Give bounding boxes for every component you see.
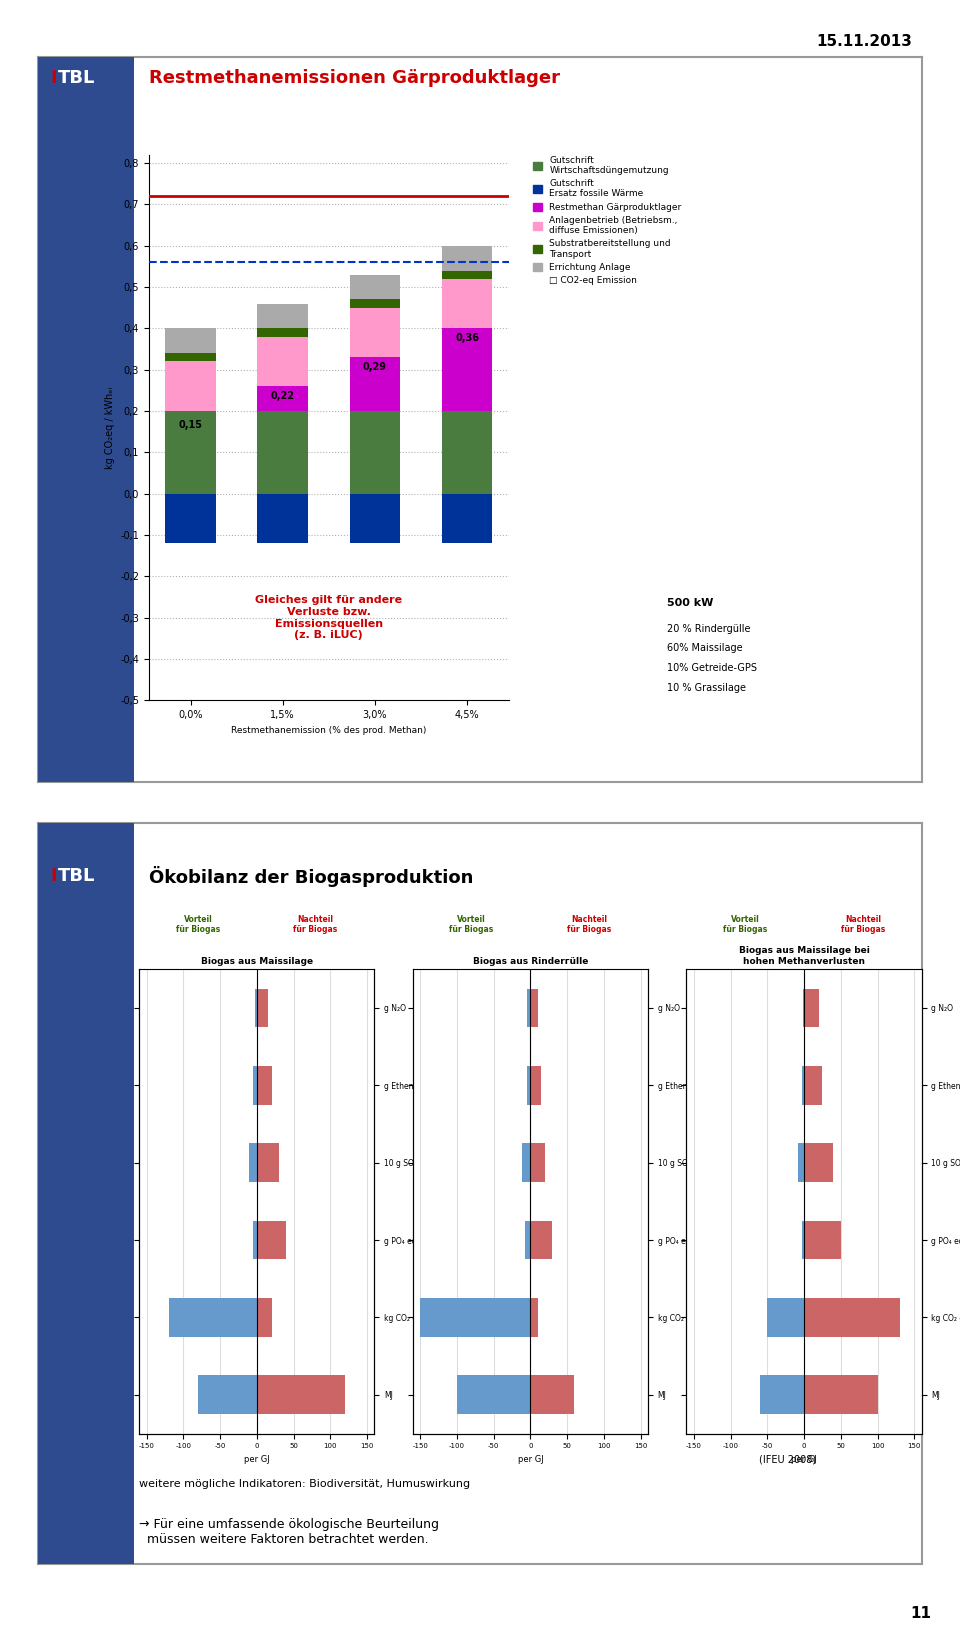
Text: → Für eine umfassende ökologische Beurteilung
  müssen weitere Faktoren betracht: → Für eine umfassende ökologische Beurte… — [139, 1518, 439, 1546]
Bar — [254, 989, 257, 1028]
Bar — [530, 1144, 545, 1183]
X-axis label: per GJ: per GJ — [517, 1455, 543, 1464]
Bar — [530, 989, 538, 1028]
Text: Nachteil
für Biogas: Nachteil für Biogas — [294, 915, 338, 935]
Text: Nachteil
für Biogas: Nachteil für Biogas — [841, 915, 885, 935]
Text: 0,22: 0,22 — [271, 391, 295, 401]
Bar — [530, 1065, 541, 1104]
Bar — [349, 357, 400, 411]
Bar — [349, 494, 400, 544]
Bar — [349, 275, 400, 300]
Bar — [442, 411, 492, 494]
Text: Gleiches gilt für andere
Verluste bzw.
Emissionsquellen
(z. B. iLUC): Gleiches gilt für andere Verluste bzw. E… — [255, 595, 402, 640]
Bar — [165, 362, 216, 411]
X-axis label: Restmethanemission (% des prod. Methan): Restmethanemission (% des prod. Methan) — [231, 727, 426, 735]
Text: 10% Getreide-GPS: 10% Getreide-GPS — [667, 663, 757, 673]
Bar — [803, 989, 804, 1028]
Text: 10 % Grassilage: 10 % Grassilage — [667, 683, 746, 692]
Text: 20 % Rindergülle: 20 % Rindergülle — [667, 624, 751, 634]
X-axis label: per GJ: per GJ — [244, 1455, 270, 1464]
Bar — [802, 1220, 804, 1259]
Bar — [442, 329, 492, 411]
Bar — [798, 1144, 804, 1183]
Text: 0,36: 0,36 — [455, 332, 479, 342]
Bar — [257, 386, 308, 411]
Bar — [257, 329, 308, 337]
Bar — [804, 989, 819, 1028]
Bar — [250, 1144, 257, 1183]
Text: Vorteil
für Biogas: Vorteil für Biogas — [176, 915, 220, 935]
Bar — [253, 1220, 257, 1259]
Bar — [257, 303, 308, 329]
Bar — [521, 1144, 530, 1183]
Bar — [257, 1220, 286, 1259]
Bar — [257, 337, 308, 386]
Bar — [527, 989, 530, 1028]
Bar — [804, 1065, 823, 1104]
Bar — [802, 1065, 804, 1104]
Bar — [257, 1298, 272, 1337]
Text: Restmethanemissionen Gärproduktlager: Restmethanemissionen Gärproduktlager — [149, 68, 560, 88]
Text: TBL: TBL — [58, 867, 95, 886]
Bar — [257, 1375, 345, 1414]
Text: weitere mögliche Indikatoren: Biodiversität, Humuswirkung: weitere mögliche Indikatoren: Biodiversi… — [139, 1479, 470, 1489]
Text: I: I — [50, 867, 57, 886]
Text: Ökobilanz der Biogasproduktion: Ökobilanz der Biogasproduktion — [149, 867, 473, 886]
Text: Nachteil
für Biogas: Nachteil für Biogas — [567, 915, 612, 935]
Bar — [165, 353, 216, 362]
Bar — [527, 1065, 530, 1104]
X-axis label: per GJ: per GJ — [791, 1455, 817, 1464]
Bar — [804, 1220, 841, 1259]
Bar — [257, 1144, 278, 1183]
Text: Vorteil
für Biogas: Vorteil für Biogas — [723, 915, 767, 935]
Bar — [804, 1144, 833, 1183]
Bar — [349, 300, 400, 308]
Bar — [804, 1375, 877, 1414]
Bar — [530, 1375, 574, 1414]
Legend: Gutschrift
Wirtschaftsdüngemutzung, Gutschrift
Ersatz fossile Wärme, Restmethan : Gutschrift Wirtschaftsdüngemutzung, Guts… — [531, 153, 684, 287]
Bar — [530, 1220, 552, 1259]
Bar — [760, 1375, 804, 1414]
Text: 500 kW: 500 kW — [667, 598, 713, 608]
Bar — [165, 411, 216, 494]
Bar — [530, 1298, 538, 1337]
Bar — [420, 1298, 530, 1337]
Bar — [165, 494, 216, 544]
Bar — [169, 1298, 257, 1337]
Bar — [442, 270, 492, 279]
Bar — [257, 1065, 272, 1104]
Text: Vorteil
für Biogas: Vorteil für Biogas — [449, 915, 493, 935]
Text: 15.11.2013: 15.11.2013 — [816, 34, 912, 49]
Y-axis label: kg CO₂eq / kWhₑₗ: kg CO₂eq / kWhₑₗ — [105, 386, 114, 469]
Text: 0,29: 0,29 — [363, 362, 387, 371]
Bar — [165, 329, 216, 353]
Text: 11: 11 — [910, 1606, 931, 1621]
Text: 60% Maissilage: 60% Maissilage — [667, 643, 743, 653]
Bar — [253, 1065, 257, 1104]
Bar — [257, 989, 268, 1028]
Text: I: I — [50, 68, 57, 88]
Bar — [349, 411, 400, 494]
Bar — [442, 279, 492, 329]
Text: 0,15: 0,15 — [179, 420, 203, 430]
Bar — [257, 494, 308, 544]
Bar — [257, 411, 308, 494]
Text: TBL: TBL — [58, 68, 95, 88]
Bar — [457, 1375, 530, 1414]
Bar — [442, 246, 492, 270]
Bar — [524, 1220, 530, 1259]
Bar — [198, 1375, 257, 1414]
Title: Biogas aus Maissilage bei
hohen Methanverlusten: Biogas aus Maissilage bei hohen Methanve… — [738, 946, 870, 966]
Text: (IFEU 2008): (IFEU 2008) — [758, 1455, 816, 1464]
Title: Biogas aus Rinderгülle: Biogas aus Rinderгülle — [472, 956, 588, 966]
Bar — [804, 1298, 900, 1337]
Bar — [442, 494, 492, 544]
Title: Biogas aus Maissilage: Biogas aus Maissilage — [201, 956, 313, 966]
Bar — [767, 1298, 804, 1337]
Bar — [349, 308, 400, 357]
